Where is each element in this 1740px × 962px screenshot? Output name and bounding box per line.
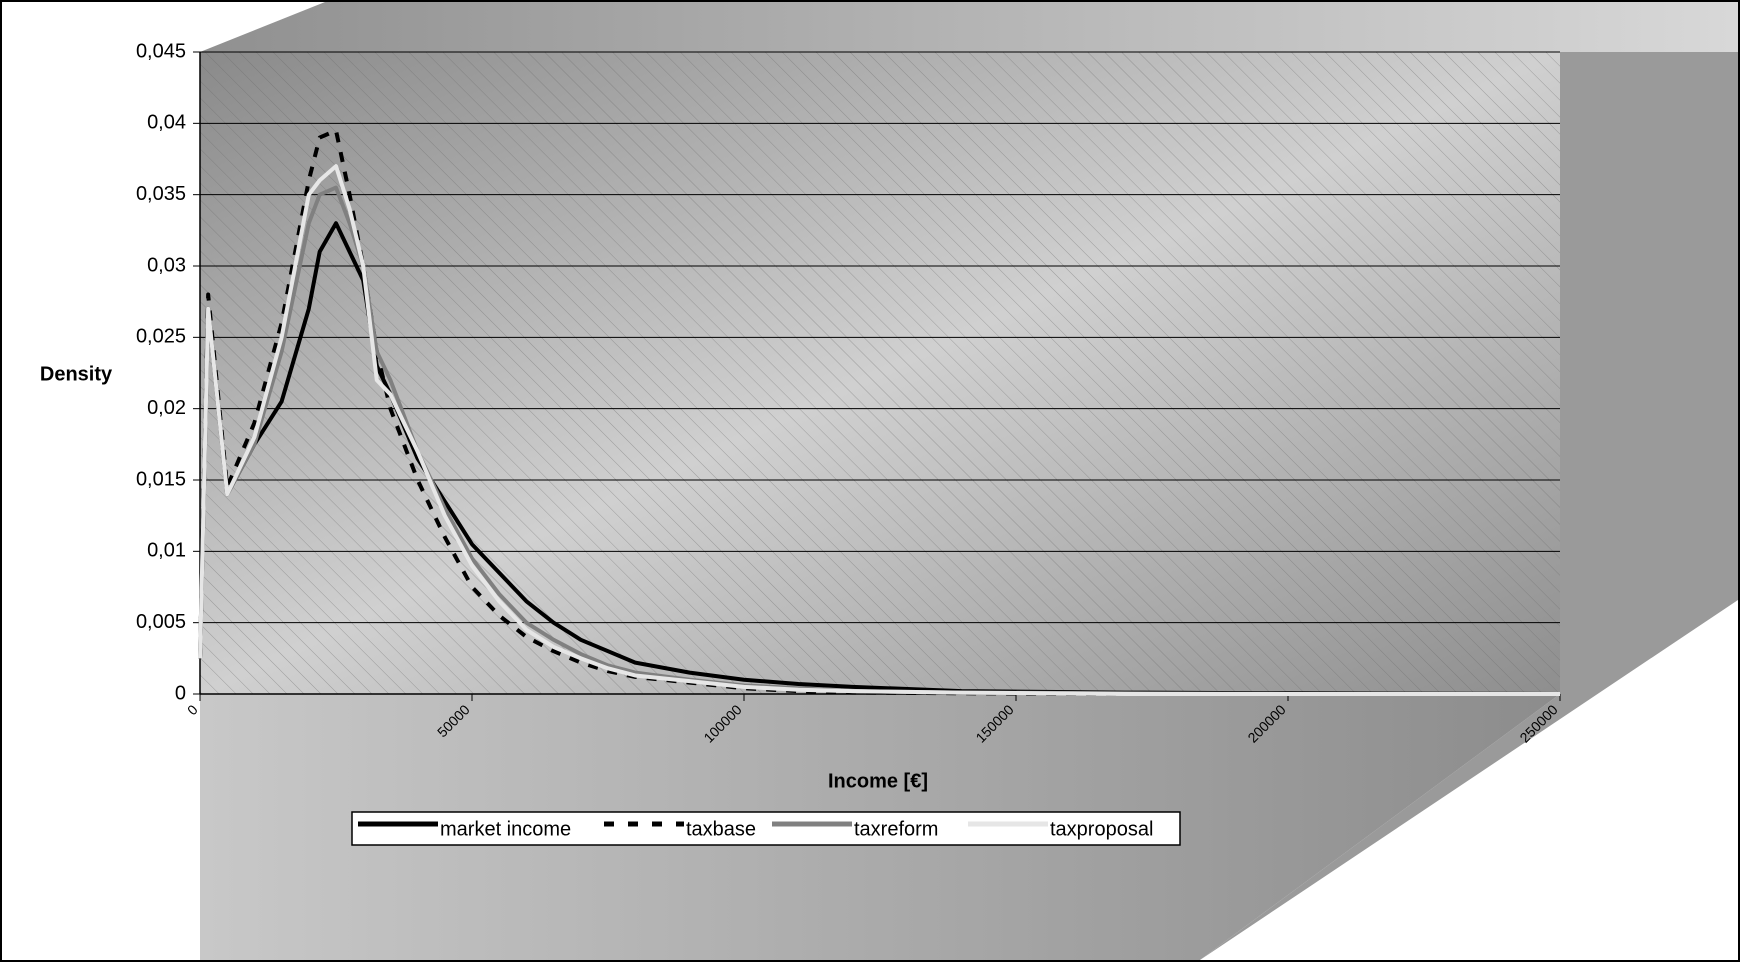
y-axis-label: Density — [40, 363, 113, 385]
y-tick-label: 0,01 — [147, 540, 186, 562]
x-axis-label: Income [€] — [828, 770, 928, 792]
y-tick-label: 0 — [175, 682, 186, 704]
y-tick-label: 0,035 — [136, 183, 186, 205]
series-line — [198, 128, 1560, 696]
y-tick-label: 0,025 — [136, 326, 186, 348]
series-line — [198, 164, 1560, 696]
legend-label: taxbase — [686, 818, 756, 840]
y-tick-label: 0,02 — [147, 397, 186, 419]
y-tick-label: 0,005 — [136, 611, 186, 633]
y-tick-label: 0,045 — [136, 40, 186, 62]
top-face — [200, 2, 1738, 52]
legend-label: taxproposal — [1050, 818, 1153, 840]
legend-label: market income — [440, 818, 571, 840]
side-face — [1200, 52, 1738, 960]
y-tick-label: 0,03 — [147, 254, 186, 276]
y-tick-label: 0,015 — [136, 468, 186, 490]
legend-label: taxreform — [854, 818, 938, 840]
legend — [351, 811, 1181, 846]
wall-hatch — [200, 52, 1560, 694]
series-line — [198, 221, 1561, 696]
y-tick-label: 0,04 — [147, 112, 186, 134]
